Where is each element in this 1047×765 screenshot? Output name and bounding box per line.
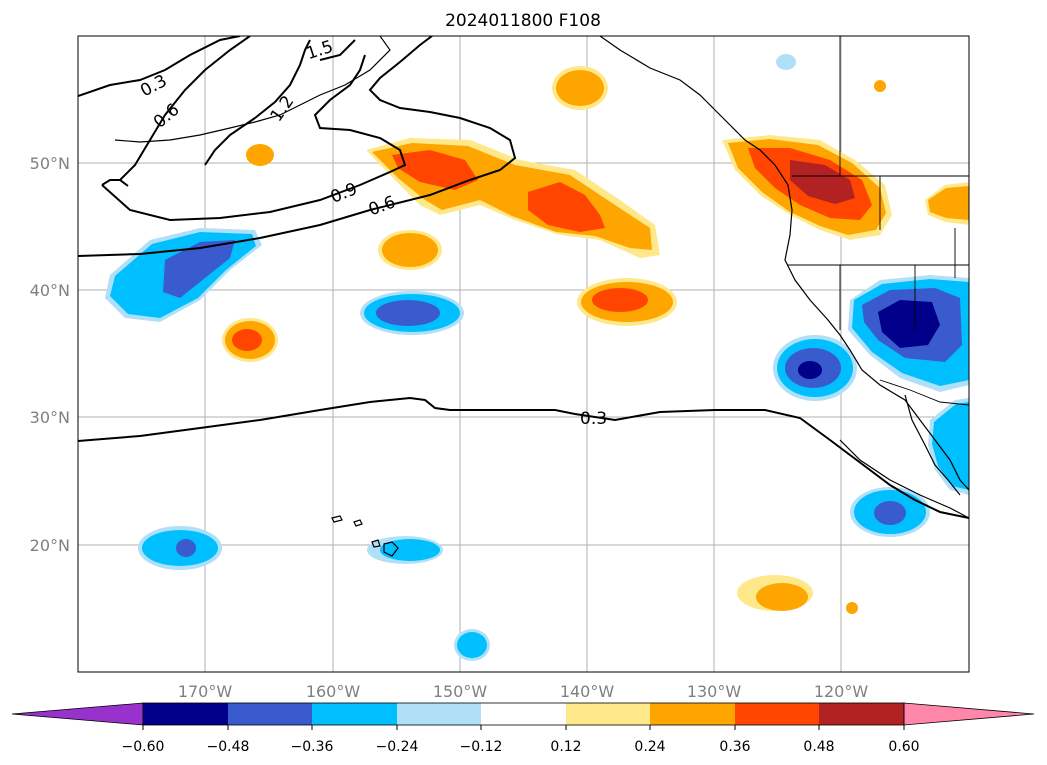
positive-anomaly-regions bbox=[222, 66, 969, 614]
lon-label-130w: 130°W bbox=[687, 682, 742, 701]
lon-label-120w: 120°W bbox=[814, 682, 869, 701]
anomaly-blob-3-max bbox=[592, 288, 648, 312]
anomaly-region-gulf-alaska-max bbox=[392, 150, 478, 190]
colorbar-ticks bbox=[142, 725, 905, 730]
anomaly-blob-1-core bbox=[556, 70, 604, 106]
contour-06-west bbox=[119, 36, 251, 181]
lon-label-140w: 140°W bbox=[560, 682, 615, 701]
colorbar-tick-label-0: −0.60 bbox=[122, 739, 165, 755]
lon-label-150w: 150°W bbox=[433, 682, 488, 701]
colorbar-frame bbox=[142, 702, 905, 726]
map-frame bbox=[77, 35, 970, 673]
colorbar-segment-5 bbox=[481, 703, 566, 725]
colorbar-tick-label-7: 0.36 bbox=[719, 739, 750, 755]
mexico-coast bbox=[839, 439, 969, 519]
contour-outer-loop bbox=[101, 179, 129, 187]
colorbar-segment-0 bbox=[11, 702, 144, 726]
anomaly-blob-2-core bbox=[382, 233, 438, 267]
colorbar-tick-label-1: −0.48 bbox=[207, 739, 250, 755]
contour-03-north bbox=[78, 36, 241, 97]
colorbar-segment-4 bbox=[397, 703, 481, 725]
colorbar-tick-label-3: −0.24 bbox=[376, 739, 419, 755]
lat-label-50: 50°N bbox=[30, 154, 70, 173]
baja-coast bbox=[904, 394, 961, 496]
contour-12 bbox=[204, 39, 311, 166]
contour-03-south bbox=[78, 396, 969, 519]
neg-blob-3-max bbox=[874, 501, 906, 525]
contour-label-7: 0.3 bbox=[580, 409, 607, 429]
colorbar-tick-label-6: 0.24 bbox=[634, 739, 665, 755]
lat-label-40: 40°N bbox=[30, 281, 70, 300]
colorbar-tick-label-9: 0.60 bbox=[888, 739, 919, 755]
north-america-coast bbox=[599, 36, 969, 491]
contour-15 bbox=[319, 39, 356, 61]
colorbar-segment-9 bbox=[819, 703, 904, 725]
contour-06-outer bbox=[78, 36, 517, 257]
colorbar-segment-3 bbox=[312, 703, 397, 725]
political-borders bbox=[788, 36, 969, 406]
anomaly-region-gulf-alaska-max2 bbox=[528, 182, 605, 232]
lon-label-170w: 170°W bbox=[178, 682, 233, 701]
latitude-labels: 50°N 40°N 30°N 20°N bbox=[30, 154, 70, 555]
anomaly-blob-5 bbox=[246, 144, 274, 166]
neg-region-west-pacific-max bbox=[163, 240, 235, 298]
neg-region-california-max bbox=[878, 300, 940, 348]
alaska-coast bbox=[114, 36, 391, 143]
anomaly-blob-7 bbox=[874, 80, 886, 92]
anomaly-blob-6-core bbox=[756, 583, 808, 611]
anomaly-blob-4-max bbox=[232, 329, 262, 351]
neg-blob-4-max bbox=[176, 539, 196, 557]
neg-blob-2-max bbox=[798, 361, 822, 379]
contour-lines bbox=[78, 36, 969, 519]
colorbar-tick-label-4: −0.12 bbox=[460, 739, 503, 755]
colorbar-segment-1 bbox=[143, 703, 228, 725]
coastlines bbox=[114, 36, 969, 519]
anomaly-region-interior-west-core bbox=[928, 186, 969, 220]
map-title: 2024011800 F108 bbox=[445, 11, 601, 31]
neg-blob-6-core bbox=[457, 632, 487, 658]
hawaii-islands bbox=[331, 515, 399, 557]
neg-blob-7 bbox=[776, 54, 796, 70]
colorbar-segment-10 bbox=[903, 702, 1035, 726]
neg-region-baja-core bbox=[932, 402, 969, 490]
anomaly-region-pacific-nw-peak bbox=[790, 160, 855, 204]
contour-09 bbox=[101, 54, 407, 222]
neg-blob-1-max bbox=[376, 300, 440, 326]
colorbar-segment-7 bbox=[650, 703, 735, 725]
colorbar-tick-label-8: 0.48 bbox=[803, 739, 834, 755]
map-plot-area: 0.3 0.6 0.9 0.6 1.5 1.2 0.3 bbox=[78, 36, 969, 672]
colorbar-segment-6 bbox=[566, 703, 650, 725]
colorbar-segment-8 bbox=[735, 703, 819, 725]
longitude-labels: 170°W 160°W 150°W 140°W 130°W 120°W bbox=[178, 682, 869, 701]
anomaly-blob-8 bbox=[846, 602, 858, 614]
negative-anomaly-regions bbox=[105, 54, 969, 661]
colorbar-tick-label-2: −0.36 bbox=[291, 739, 334, 755]
colorbar-segment-2 bbox=[228, 703, 312, 725]
lat-label-20: 20°N bbox=[30, 536, 70, 555]
colorbar-tick-label-5: 0.12 bbox=[550, 739, 581, 755]
lat-label-30: 30°N bbox=[30, 408, 70, 427]
colorbar: −0.60 −0.48 −0.36 −0.24 −0.12 0.12 0.24 … bbox=[11, 702, 1035, 755]
lon-label-160w: 160°W bbox=[306, 682, 361, 701]
